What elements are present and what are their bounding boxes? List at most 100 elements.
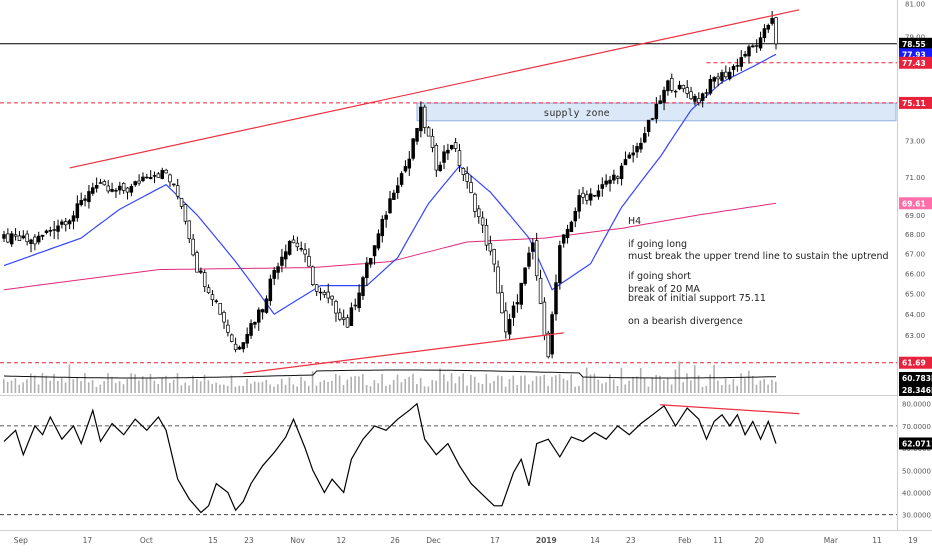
time-tick-label: 2019	[536, 536, 557, 545]
annotation-line: H4	[628, 216, 641, 227]
volume-bar	[481, 384, 484, 393]
volume-bar	[334, 374, 337, 393]
candle-down	[542, 301, 547, 336]
volume-bar	[138, 380, 140, 393]
volume-bar	[408, 376, 410, 393]
candle-down	[422, 106, 427, 128]
volume-bar	[767, 384, 769, 393]
volume-bar	[705, 385, 708, 393]
volume-bar	[346, 379, 349, 393]
candle-down	[774, 17, 778, 45]
candle-down	[106, 185, 110, 192]
candle-down	[650, 118, 655, 120]
candle-up	[114, 190, 118, 192]
volume-bar	[192, 375, 194, 393]
rsi-axis[interactable]: 30.000040.000050.000060.000070.000080.00…	[899, 401, 932, 520]
volume-bar	[342, 385, 345, 393]
volume-bar	[26, 379, 28, 393]
volume-bar	[257, 382, 260, 393]
candle-up	[399, 173, 404, 185]
volume-bar	[10, 380, 13, 393]
volume-bar	[57, 380, 59, 393]
volume-bar	[87, 382, 90, 393]
candle-down	[156, 173, 161, 178]
volume-bar	[311, 371, 314, 393]
candle-down	[233, 343, 238, 351]
time-tick-label: 15	[208, 536, 218, 545]
volume-bar	[84, 373, 86, 393]
candle-up	[677, 84, 682, 90]
volume-badge: 60.783K	[902, 374, 932, 383]
candle-up	[376, 233, 381, 249]
candle-up	[666, 80, 670, 92]
volume-bar	[327, 381, 329, 393]
candle-up	[708, 79, 713, 94]
candle-down	[581, 192, 585, 198]
candle-up	[527, 252, 531, 267]
time-axis[interactable]: Sep 17 Oct 15 23 Nov 12 26 Dec 17 2019 14 23 Feb 11 20 M…	[14, 536, 918, 545]
candle-up	[145, 176, 149, 179]
candle-up	[693, 95, 697, 102]
volume-bar	[153, 380, 156, 393]
volume-bar	[620, 367, 623, 393]
candle-up	[569, 221, 574, 233]
volume-bar	[628, 380, 630, 393]
price-tick-label: 66.00	[905, 271, 925, 279]
candle-down	[322, 292, 327, 296]
candle-up	[287, 240, 292, 255]
volume-bar	[211, 383, 214, 393]
price-badge: 78.55	[902, 40, 926, 49]
candle-down	[477, 208, 481, 217]
candle-down	[681, 85, 686, 90]
candle-down	[670, 77, 674, 91]
rsi-tick-label: 50.0000	[902, 467, 931, 475]
volume-bar	[149, 373, 152, 393]
volume-bar	[404, 378, 407, 393]
price-axis[interactable]: 63.00 64.00 65.00 66.00 67.00 68.00 69.00 71.00…	[899, 0, 932, 396]
volume-bar	[740, 373, 742, 393]
candle-up	[619, 165, 624, 179]
candle-down	[430, 135, 435, 148]
volume-bar	[331, 380, 333, 393]
candle-up	[361, 277, 365, 296]
annotation-line: break of initial support 75.11	[628, 293, 766, 304]
candle-down	[685, 87, 689, 94]
volume-bar	[288, 377, 291, 393]
candle-up	[264, 298, 269, 313]
ma20-line	[3, 53, 777, 316]
volume-bar	[651, 376, 654, 393]
volume-bar	[512, 375, 515, 393]
volume-bar	[389, 384, 391, 393]
time-tick-label: 26	[390, 536, 400, 545]
rsi-tick-label: 30.0000	[902, 512, 931, 520]
volume-bar	[419, 378, 422, 393]
volume-bar	[566, 380, 569, 393]
candle-down	[125, 187, 130, 193]
volume-bar	[763, 378, 766, 393]
volume-bar	[682, 382, 684, 393]
volume-bar	[319, 381, 322, 393]
volume-bar	[315, 385, 318, 393]
candle-down	[311, 266, 315, 285]
candle-up	[56, 225, 60, 232]
volume-bar	[361, 374, 364, 393]
volume-bar	[736, 385, 738, 393]
candle-up	[639, 142, 643, 150]
candle-up	[241, 342, 246, 350]
volume-bar	[161, 377, 163, 393]
candle-up	[388, 198, 392, 214]
candle-down	[585, 194, 589, 201]
candle-down	[179, 198, 184, 207]
volume-bar	[443, 374, 445, 393]
volume-bar	[551, 376, 553, 393]
volume-bar	[558, 373, 561, 393]
candle-down	[17, 235, 22, 241]
price-tick-label: 79.00	[905, 33, 925, 41]
candle-up	[141, 176, 145, 182]
candle-down	[295, 242, 300, 248]
candle-up	[148, 177, 153, 180]
candle-down	[326, 291, 330, 299]
volume-bar	[543, 374, 545, 393]
volume-bar	[22, 382, 24, 393]
